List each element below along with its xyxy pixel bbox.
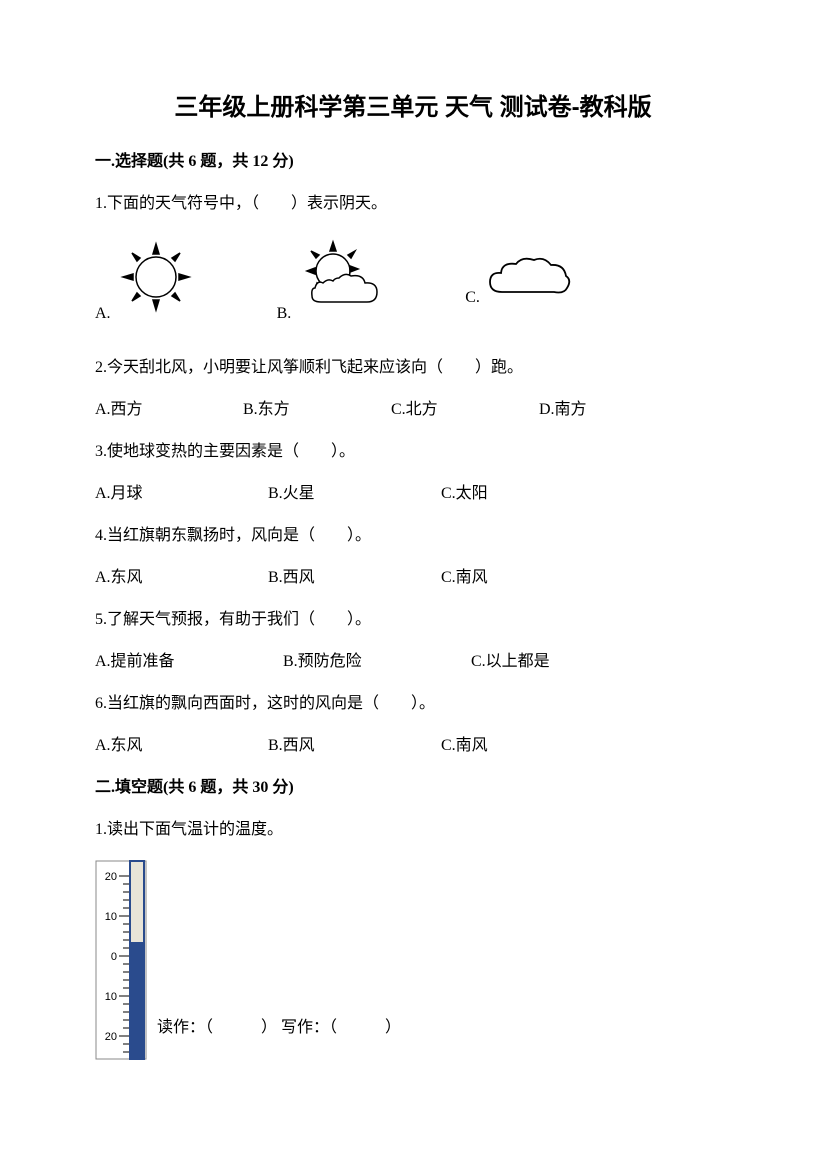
- option-c-container: C.: [465, 252, 574, 310]
- q5-option-b: B.预防危险: [283, 650, 463, 674]
- question-3: 3.使地球变热的主要因素是（ ）。 A.月球 B.火星 C.太阳: [95, 440, 731, 506]
- question-3-options: A.月球 B.火星 C.太阳: [95, 482, 731, 506]
- question-2-text: 2.今天刮北风，小明要让风筝顺利飞起来应该向（ ）跑。: [95, 356, 731, 380]
- section-1-header: 一.选择题(共 6 题，共 12 分): [95, 150, 731, 174]
- option-b-container: B.: [277, 236, 386, 326]
- tick-10-bot: 10: [105, 991, 117, 1003]
- q4-option-b: B.西风: [268, 566, 433, 590]
- document-title: 三年级上册科学第三单元 天气 测试卷-教科版: [95, 90, 731, 126]
- thermometer-container: 20 10 0 10 20 读作：（ ） 写作：（ ）: [95, 860, 731, 1068]
- question-1-text: 1.下面的天气符号中，（ ）表示阴天。: [95, 192, 731, 216]
- sun-icon: [115, 236, 197, 326]
- question-5-options: A.提前准备 B.预防危险 C.以上都是: [95, 650, 731, 674]
- question-4-text: 4.当红旗朝东飘扬时，风向是（ ）。: [95, 524, 731, 548]
- fill-question-1: 1.读出下面气温计的温度。: [95, 818, 731, 842]
- question-2-options: A.西方 B.东方 C.北方 D.南方: [95, 398, 731, 422]
- option-a-container: A.: [95, 236, 197, 326]
- tick-10-top: 10: [105, 911, 117, 923]
- tick-20-bot: 20: [105, 1031, 117, 1043]
- q3-option-b: B.火星: [268, 482, 433, 506]
- q6-option-b: B.西风: [268, 734, 433, 758]
- q2-option-b: B.东方: [243, 398, 383, 422]
- q5-option-a: A.提前准备: [95, 650, 275, 674]
- question-6-options: A.东风 B.西风 C.南风: [95, 734, 731, 758]
- question-4-options: A.东风 B.西风 C.南风: [95, 566, 731, 590]
- write-label: 写作：（ ）: [281, 1019, 401, 1036]
- question-3-text: 3.使地球变热的主要因素是（ ）。: [95, 440, 731, 464]
- sun-cloud-icon: [295, 236, 385, 326]
- q2-option-c: C.北方: [391, 398, 531, 422]
- q6-option-a: A.东风: [95, 734, 260, 758]
- cloud-icon: [484, 252, 574, 310]
- q3-option-c: C.太阳: [441, 482, 581, 506]
- question-1: 1.下面的天气符号中，（ ）表示阴天。 A.: [95, 192, 731, 326]
- question-2: 2.今天刮北风，小明要让风筝顺利飞起来应该向（ ）跑。 A.西方 B.东方 C.…: [95, 356, 731, 422]
- thermometer-icon: 20 10 0 10 20: [95, 860, 147, 1068]
- read-label: 读作：（ ）: [157, 1019, 277, 1036]
- question-5: 5.了解天气预报，有助于我们（ ）。 A.提前准备 B.预防危险 C.以上都是: [95, 608, 731, 674]
- q3-option-a: A.月球: [95, 482, 260, 506]
- q6-option-c: C.南风: [441, 734, 581, 758]
- section-2-header: 二.填空题(共 6 题，共 30 分): [95, 776, 731, 800]
- fill-question-1-text: 1.读出下面气温计的温度。: [95, 818, 731, 842]
- q4-option-a: A.东风: [95, 566, 260, 590]
- q4-option-c: C.南风: [441, 566, 581, 590]
- option-a-label: A.: [95, 302, 111, 326]
- question-1-options: A. B.: [95, 236, 731, 326]
- question-4: 4.当红旗朝东飘扬时，风向是（ ）。 A.东风 B.西风 C.南风: [95, 524, 731, 590]
- q5-option-c: C.以上都是: [471, 650, 611, 674]
- option-b-label: B.: [277, 302, 292, 326]
- question-6-text: 6.当红旗的飘向西面时，这时的风向是（ ）。: [95, 692, 731, 716]
- tick-20-top: 20: [105, 871, 117, 883]
- thermometer-answers: 读作：（ ） 写作：（ ）: [157, 1016, 401, 1040]
- q2-option-a: A.西方: [95, 398, 235, 422]
- option-c-label: C.: [465, 286, 480, 310]
- q2-option-d: D.南方: [539, 398, 679, 422]
- question-5-text: 5.了解天气预报，有助于我们（ ）。: [95, 608, 731, 632]
- question-6: 6.当红旗的飘向西面时，这时的风向是（ ）。 A.东风 B.西风 C.南风: [95, 692, 731, 758]
- tick-0: 0: [111, 951, 117, 963]
